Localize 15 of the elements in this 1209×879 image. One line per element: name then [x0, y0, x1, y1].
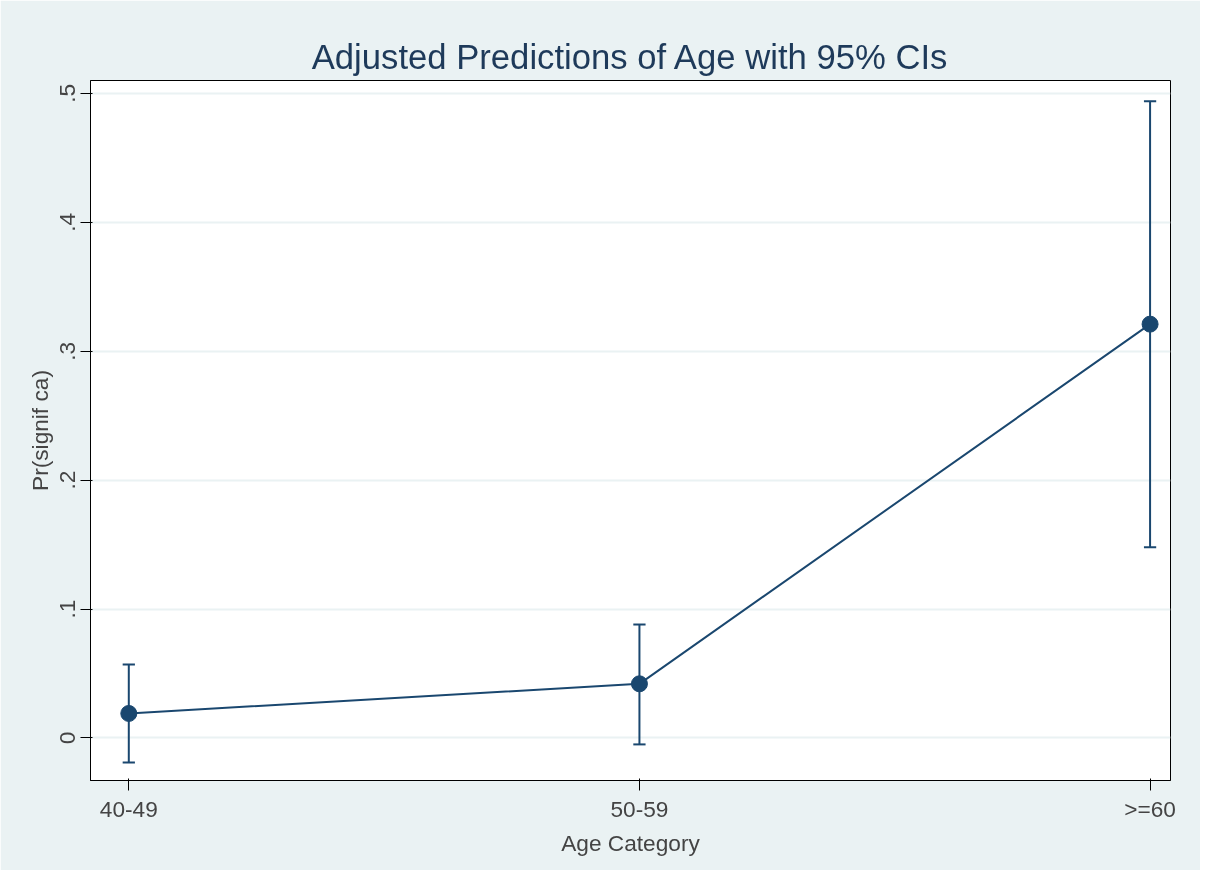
x-axis-title: Age Category [561, 829, 701, 856]
x-tick-label: 40-49 [99, 795, 158, 822]
x-tick-label: 50-59 [610, 795, 669, 822]
y-tick-label: .5 [54, 83, 81, 103]
y-axis-title: Pr(signif ca) [26, 370, 53, 491]
point [120, 704, 138, 722]
chart-title: Adjusted Predictions of Age with 95% CIs [311, 37, 948, 76]
y-tick-label: .1 [54, 599, 81, 619]
y-tick-label: .4 [54, 212, 81, 232]
y-tick-label: .2 [54, 470, 81, 490]
x-tick-label: >=60 [1124, 795, 1176, 822]
point [1141, 315, 1159, 333]
point [630, 675, 648, 693]
y-tick-label: .3 [54, 341, 81, 361]
y-tick-label: 0 [54, 731, 81, 745]
